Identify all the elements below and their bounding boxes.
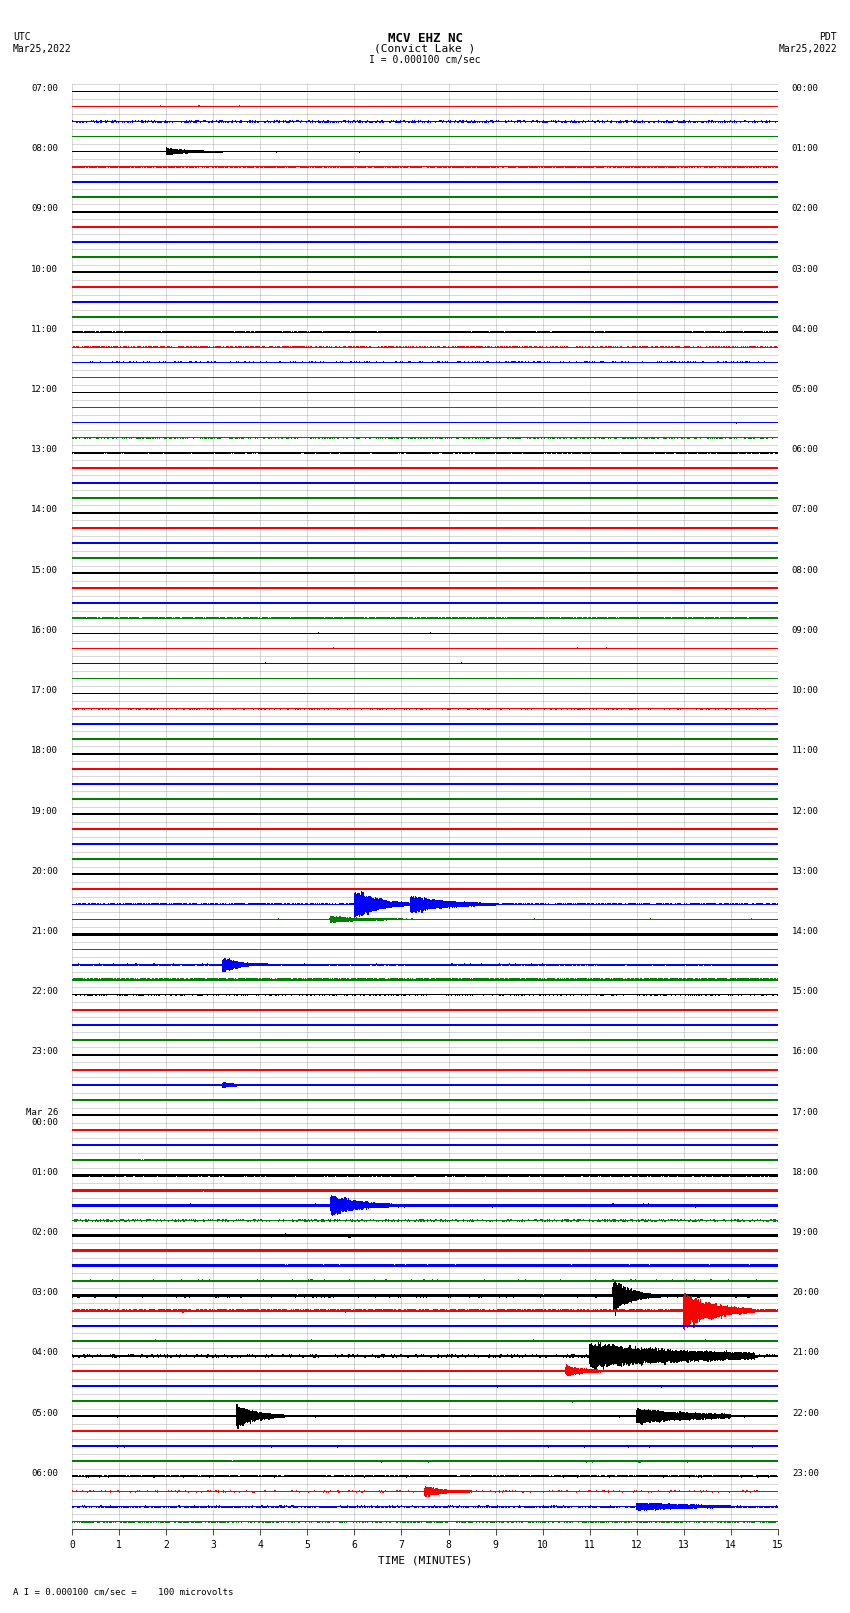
Text: 17:00: 17:00 [792,1108,819,1116]
Text: 22:00: 22:00 [792,1408,819,1418]
Text: 13:00: 13:00 [31,445,58,455]
Text: 18:00: 18:00 [792,1168,819,1177]
Text: 16:00: 16:00 [31,626,58,636]
Text: 16:00: 16:00 [792,1047,819,1057]
Text: 21:00: 21:00 [31,927,58,936]
Text: 14:00: 14:00 [792,927,819,936]
Text: (Convict Lake ): (Convict Lake ) [374,44,476,53]
Text: 00:00: 00:00 [792,84,819,94]
Text: PDT
Mar25,2022: PDT Mar25,2022 [779,32,837,53]
Text: 03:00: 03:00 [31,1289,58,1297]
Text: 19:00: 19:00 [31,806,58,816]
Text: 12:00: 12:00 [31,386,58,394]
Text: 07:00: 07:00 [31,84,58,94]
Text: 11:00: 11:00 [792,747,819,755]
Text: 14:00: 14:00 [31,505,58,515]
X-axis label: TIME (MINUTES): TIME (MINUTES) [377,1555,473,1565]
Text: 19:00: 19:00 [792,1227,819,1237]
Text: 20:00: 20:00 [792,1289,819,1297]
Text: 17:00: 17:00 [31,686,58,695]
Text: 15:00: 15:00 [792,987,819,997]
Text: 06:00: 06:00 [792,445,819,455]
Text: 12:00: 12:00 [792,806,819,816]
Text: 09:00: 09:00 [792,626,819,636]
Text: 18:00: 18:00 [31,747,58,755]
Text: 13:00: 13:00 [792,866,819,876]
Text: 20:00: 20:00 [31,866,58,876]
Text: 11:00: 11:00 [31,324,58,334]
Text: 01:00: 01:00 [792,144,819,153]
Text: MCV EHZ NC: MCV EHZ NC [388,32,462,45]
Text: 04:00: 04:00 [792,324,819,334]
Text: Mar 26
00:00: Mar 26 00:00 [26,1108,58,1127]
Text: 21:00: 21:00 [792,1348,819,1358]
Text: 03:00: 03:00 [792,265,819,274]
Text: 09:00: 09:00 [31,205,58,213]
Text: I = 0.000100 cm/sec: I = 0.000100 cm/sec [369,55,481,65]
Text: 06:00: 06:00 [31,1469,58,1478]
Text: A I = 0.000100 cm/sec =    100 microvolts: A I = 0.000100 cm/sec = 100 microvolts [13,1587,233,1597]
Text: 08:00: 08:00 [31,144,58,153]
Text: 04:00: 04:00 [31,1348,58,1358]
Text: 05:00: 05:00 [792,386,819,394]
Text: 22:00: 22:00 [31,987,58,997]
Text: UTC
Mar25,2022: UTC Mar25,2022 [13,32,71,53]
Text: 02:00: 02:00 [31,1227,58,1237]
Text: 23:00: 23:00 [792,1469,819,1478]
Text: 10:00: 10:00 [792,686,819,695]
Text: 05:00: 05:00 [31,1408,58,1418]
Text: 15:00: 15:00 [31,566,58,574]
Text: 07:00: 07:00 [792,505,819,515]
Text: 08:00: 08:00 [792,566,819,574]
Text: 01:00: 01:00 [31,1168,58,1177]
Text: 10:00: 10:00 [31,265,58,274]
Text: 02:00: 02:00 [792,205,819,213]
Text: 23:00: 23:00 [31,1047,58,1057]
